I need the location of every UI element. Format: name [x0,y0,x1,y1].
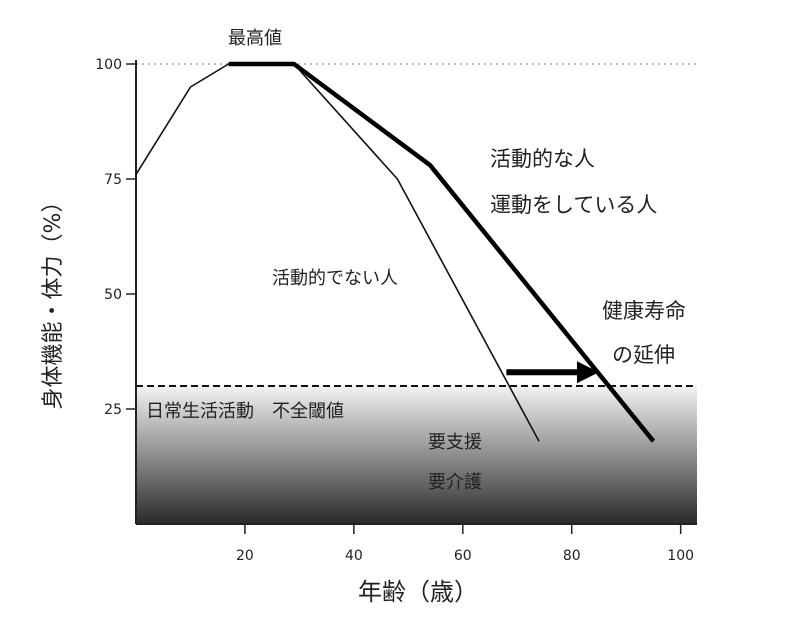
extension-label-1: 健康寿命 [602,299,686,323]
threshold-label: 日常生活活動 不全閾値 [146,401,344,422]
y-tick-label: 100 [95,57,122,73]
y-ticks: 25 50 75 100 [95,57,136,418]
active-label-2: 運動をしている人 [490,193,657,217]
y-tick-label: 50 [104,287,122,303]
x-tick-label: 20 [236,548,254,564]
extension-label-2: の延伸 [612,343,675,367]
x-tick-label: 60 [454,548,472,564]
y-tick-label: 25 [104,402,122,418]
extension-arrow [506,361,599,384]
x-ticks: 20 40 60 80 100 [236,524,694,564]
x-axis-label: 年齢（歳） [358,578,478,606]
y-axis-label: 身体機能・体力（%） [41,191,66,410]
care-label-1: 要支援 [428,432,482,453]
series-inactive-line [135,63,540,442]
series-active-line [228,61,656,443]
peak-label: 最高値 [228,28,282,49]
x-tick-label: 80 [563,548,581,564]
x-tick-label: 40 [345,548,363,564]
x-tick-label: 100 [667,548,694,564]
low-function-zone [136,386,697,524]
care-label-2: 要介護 [428,472,482,493]
inactive-label: 活動的でない人 [272,268,398,289]
y-tick-label: 75 [104,172,122,188]
active-label-1: 活動的な人 [490,147,595,171]
